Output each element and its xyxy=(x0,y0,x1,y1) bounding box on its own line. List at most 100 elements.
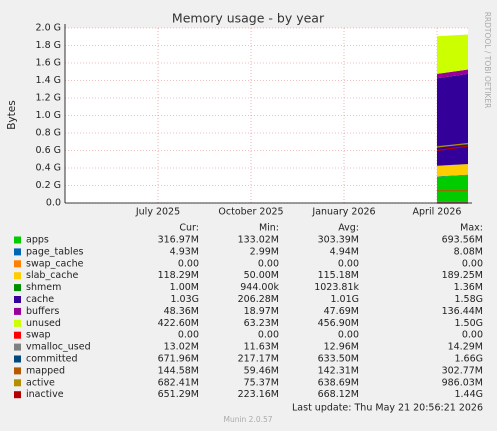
footer: Munin 2.0.57 xyxy=(223,415,272,424)
x-tick-label: July 2025 xyxy=(135,207,180,218)
legend-stat: 13.02M xyxy=(164,342,199,353)
legend-stat: 1.01G xyxy=(330,294,359,305)
legend-stat: 144.58M xyxy=(158,365,199,376)
legend-label: buffers xyxy=(26,306,59,317)
x-tick-label: October 2025 xyxy=(218,207,283,218)
y-tick-label: 1.6 G xyxy=(36,58,62,69)
legend-stat: 1.44G xyxy=(454,389,483,400)
column-header: Avg: xyxy=(338,223,359,234)
legend-label: page_tables xyxy=(26,246,84,257)
legend-swatch xyxy=(14,331,21,339)
area xyxy=(437,73,468,166)
area xyxy=(437,34,468,74)
legend-stat: 986.03M xyxy=(442,377,483,388)
legend-stat: 4.94M xyxy=(330,246,359,257)
legend-stat: 0.00 xyxy=(178,258,199,269)
legend-swatch xyxy=(14,296,21,303)
legend-label: unused xyxy=(26,318,61,329)
legend-stat: 4.93M xyxy=(170,246,199,257)
legend-stat: 18.97M xyxy=(244,306,279,317)
area xyxy=(437,69,468,79)
legend-stat: 638.69M xyxy=(318,377,359,388)
legend-stat: 303.39M xyxy=(318,235,359,246)
legend-stat: 75.37M xyxy=(244,377,279,388)
legend-stat: 944.00k xyxy=(240,282,279,293)
legend-swatch xyxy=(14,343,21,351)
legend-stat: 302.77M xyxy=(442,365,483,376)
legend-swatch xyxy=(14,248,21,256)
legend-swatch xyxy=(14,355,21,363)
legend-swatch xyxy=(14,260,21,268)
legend-label: swap xyxy=(26,330,51,341)
legend-stat: 63.23M xyxy=(244,318,279,329)
legend-label: committed xyxy=(26,354,78,365)
y-tick-label: 0.8 G xyxy=(36,128,62,139)
y-tick-label: 1.8 G xyxy=(36,40,62,51)
legend-stat: 206.28M xyxy=(238,294,279,305)
legend-swatch xyxy=(14,319,21,327)
legend-swatch xyxy=(14,284,21,292)
y-tick-label: 1.2 G xyxy=(36,93,62,104)
legend-stat: 0.00 xyxy=(338,258,359,269)
chart-title: Memory usage - by year xyxy=(172,11,325,26)
legend-stat: 118.29M xyxy=(158,270,199,281)
x-tick-label: January 2026 xyxy=(311,207,375,218)
line xyxy=(436,142,469,148)
column-header: Min: xyxy=(259,223,279,234)
legend-swatch xyxy=(14,391,21,399)
legend-stat: 0.00 xyxy=(178,330,199,341)
last-update: Last update: Thu May 21 20:56:21 2026 xyxy=(292,403,483,414)
legend-stat: 50.00M xyxy=(244,270,279,281)
legend-stat: 115.18M xyxy=(318,270,359,281)
legend-swatch xyxy=(14,367,21,375)
legend-label: apps xyxy=(26,235,49,246)
y-tick-label: 2.0 G xyxy=(36,23,62,34)
area xyxy=(437,175,468,203)
column-header: Cur: xyxy=(179,223,199,234)
legend-label: vmalloc_used xyxy=(26,342,91,353)
legend-label: active xyxy=(26,377,55,388)
area xyxy=(437,163,468,166)
legend-stat: 12.96M xyxy=(324,342,359,353)
legend-label: inactive xyxy=(26,389,64,400)
legend-stat: 47.69M xyxy=(324,306,359,317)
legend-stat: 2.99M xyxy=(250,246,279,257)
legend-stat: 0.00 xyxy=(258,330,279,341)
legend-stat: 1.00M xyxy=(170,282,199,293)
legend-stat: 1.66G xyxy=(454,354,483,365)
legend-swatch xyxy=(14,272,21,280)
y-tick-label: 1.4 G xyxy=(36,75,62,86)
side-text: RRDTOOL / TOBI OETIKER xyxy=(483,12,492,109)
legend-stat: 0.00 xyxy=(462,330,483,341)
legend-label: slab_cache xyxy=(26,270,78,281)
legend-stat: 693.56M xyxy=(442,235,483,246)
legend-stat: 0.00 xyxy=(462,258,483,269)
legend-stat: 0.00 xyxy=(258,258,279,269)
legend-stat: 671.96M xyxy=(158,354,199,365)
legend-stat: 8.08M xyxy=(454,246,483,257)
legend-stat: 1.36M xyxy=(454,282,483,293)
legend-stat: 11.63M xyxy=(244,342,279,353)
legend-stat: 651.29M xyxy=(158,389,199,400)
legend-swatch xyxy=(14,307,21,315)
line xyxy=(436,145,469,152)
y-tick-label: 0.4 G xyxy=(36,163,62,174)
legend-stat: 1023.81k xyxy=(314,282,359,293)
area xyxy=(437,164,468,177)
legend-stat: 1.58G xyxy=(454,294,483,305)
legend-stat: 223.16M xyxy=(238,389,279,400)
legend-stat: 133.02M xyxy=(238,235,279,246)
legend-stat: 189.25M xyxy=(442,270,483,281)
legend-stat: 682.41M xyxy=(158,377,199,388)
legend-stat: 668.12M xyxy=(318,389,359,400)
y-tick-label: 0.6 G xyxy=(36,145,62,156)
x-tick-label: April 2026 xyxy=(413,207,462,218)
legend-stat: 1.50G xyxy=(454,318,483,329)
legend-label: cache xyxy=(26,294,54,305)
y-tick-label: 1.0 G xyxy=(36,110,62,121)
legend-stat: 217.17M xyxy=(238,354,279,365)
legend-stat: 0.00 xyxy=(338,330,359,341)
legend-stat: 1.03G xyxy=(170,294,199,305)
legend-stat: 633.50M xyxy=(318,354,359,365)
